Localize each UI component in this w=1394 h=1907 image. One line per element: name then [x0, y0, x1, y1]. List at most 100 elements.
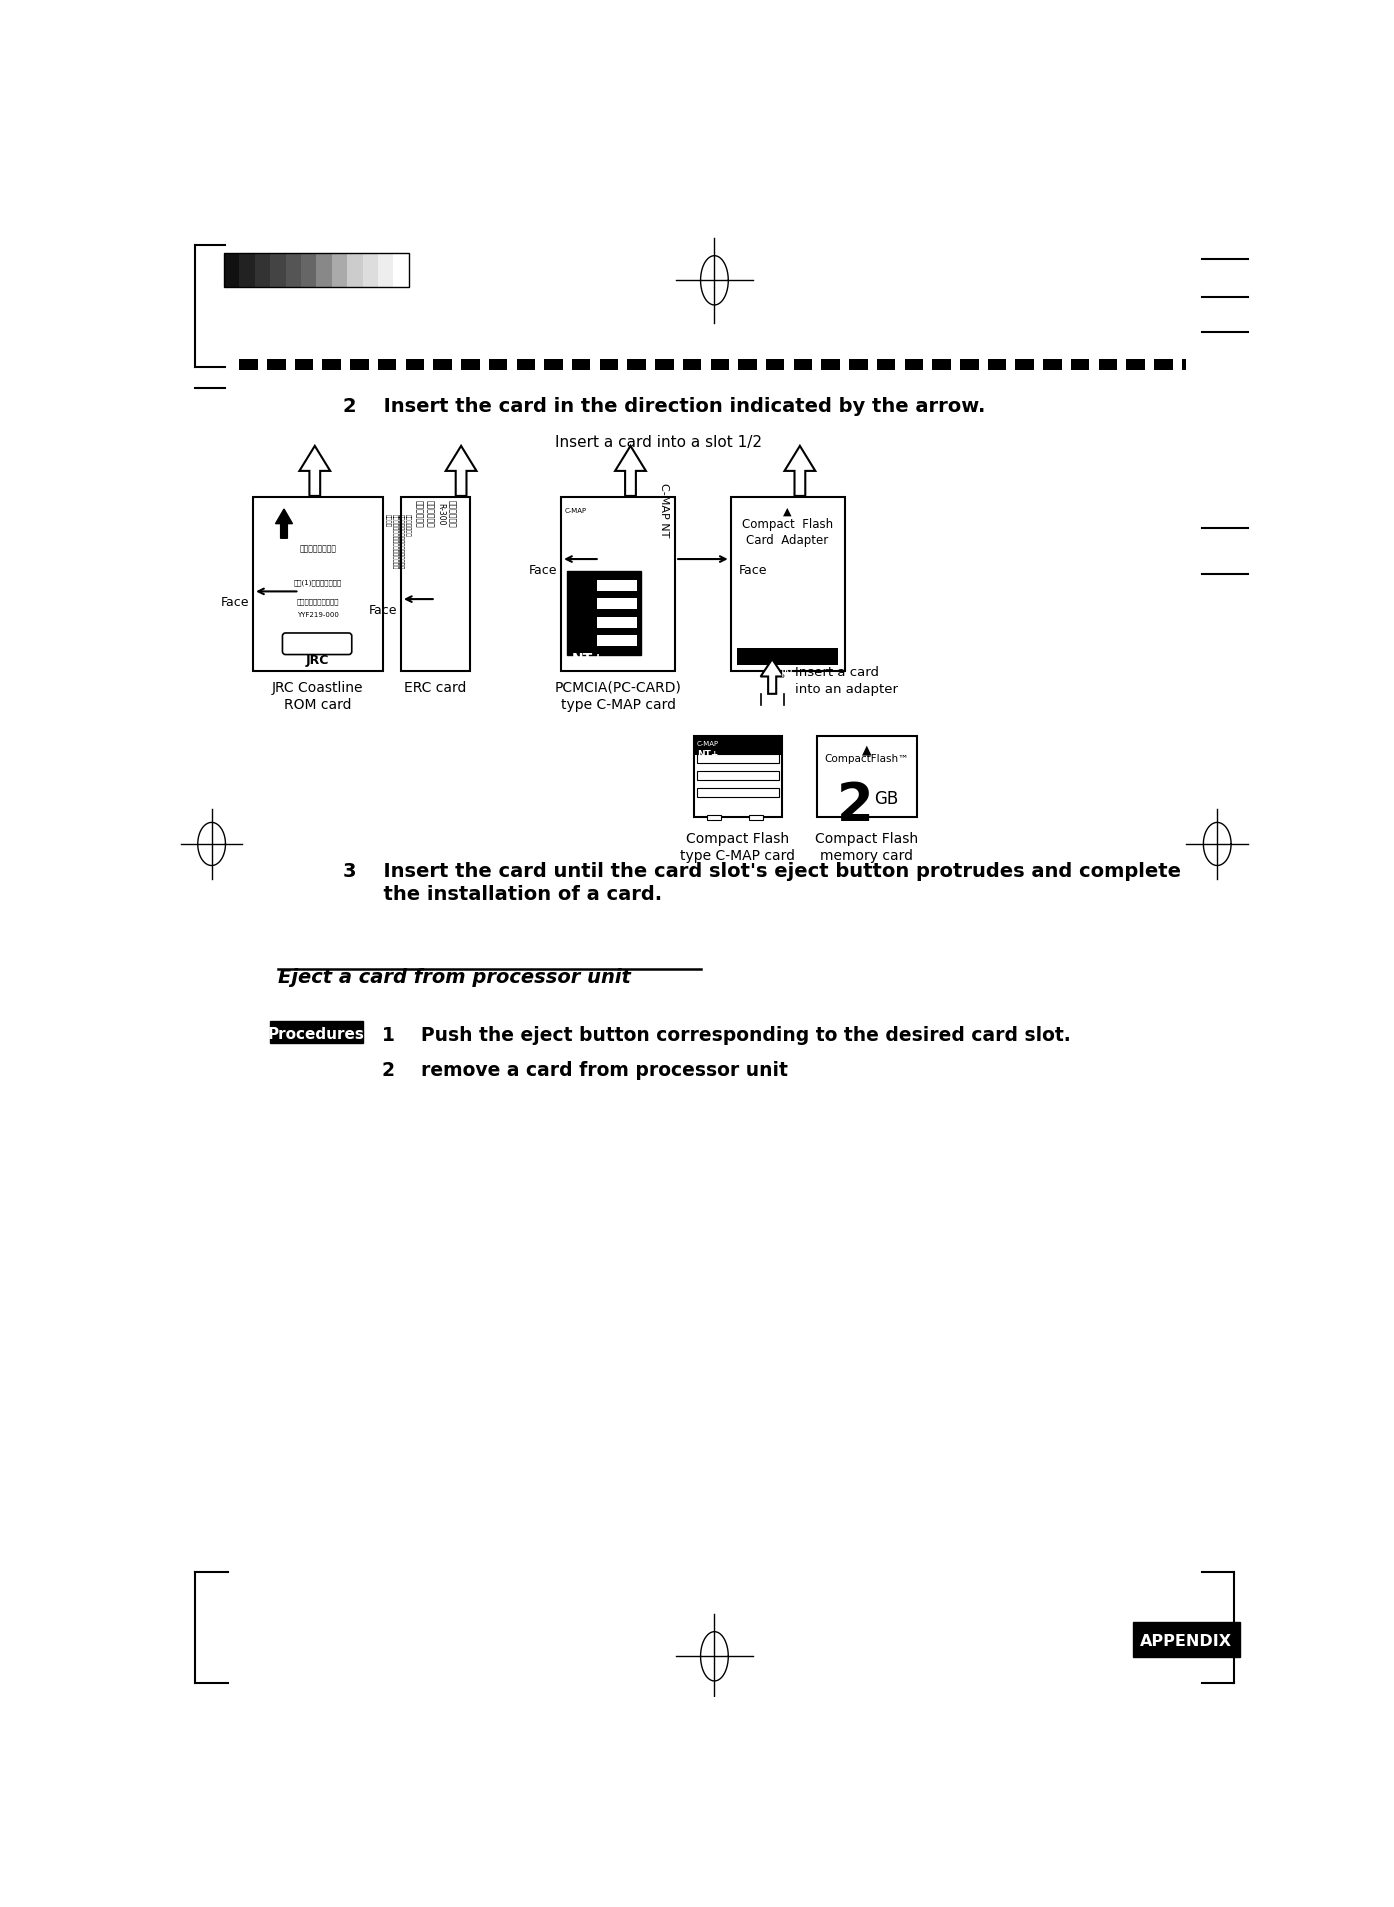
- Text: the installation of a card.: the installation of a card.: [343, 885, 662, 904]
- Bar: [544, 360, 563, 370]
- Text: ▲: ▲: [783, 505, 792, 517]
- Bar: [378, 360, 396, 370]
- Bar: [697, 788, 779, 797]
- Text: 2: 2: [836, 780, 874, 831]
- Bar: [1098, 360, 1117, 370]
- Text: NT+: NT+: [697, 749, 718, 759]
- Bar: [694, 736, 782, 755]
- Bar: [597, 618, 637, 627]
- Bar: [461, 360, 480, 370]
- Bar: [988, 360, 1006, 370]
- Bar: [599, 360, 618, 370]
- Bar: [708, 816, 721, 820]
- Bar: [268, 360, 286, 370]
- Bar: [711, 360, 729, 370]
- Text: Insert a card
into an adapter: Insert a card into an adapter: [795, 666, 898, 696]
- Text: C-MAP NT: C-MAP NT: [659, 482, 669, 538]
- Bar: [1071, 360, 1090, 370]
- Text: JRC Coastline
ROM card: JRC Coastline ROM card: [272, 681, 364, 711]
- Bar: [567, 572, 640, 656]
- Polygon shape: [276, 509, 293, 540]
- Bar: [697, 755, 779, 763]
- Bar: [322, 360, 342, 370]
- Bar: [401, 498, 470, 671]
- Text: Compact  Flash
Card  Adapter: Compact Flash Card Adapter: [742, 517, 834, 547]
- Text: Face: Face: [528, 564, 558, 576]
- Bar: [1182, 360, 1186, 370]
- Bar: [730, 498, 845, 671]
- Text: PCMCIA(PC-CARD)
type C-MAP card: PCMCIA(PC-CARD) type C-MAP card: [555, 681, 682, 711]
- Bar: [1154, 360, 1172, 370]
- Text: ▲: ▲: [861, 744, 871, 755]
- Bar: [378, 254, 393, 288]
- Bar: [697, 772, 779, 780]
- Polygon shape: [300, 446, 330, 496]
- Text: GB: GB: [874, 789, 898, 807]
- Text: IN: IN: [781, 666, 795, 679]
- Bar: [1043, 360, 1062, 370]
- Text: Compact Flash
memory card: Compact Flash memory card: [815, 831, 919, 862]
- Bar: [1015, 360, 1034, 370]
- Text: 1    Push the eject button corresponding to the desired card slot.: 1 Push the eject button corresponding to…: [382, 1026, 1071, 1045]
- Bar: [489, 360, 507, 370]
- Text: 精測電子海図
R-300
湾岸電子海図
および近海図: 精測電子海図 R-300 湾岸電子海図 および近海図: [414, 500, 456, 528]
- Text: 3    Insert the card until the card slot's eject button protrudes and complete: 3 Insert the card until the card slot's …: [343, 862, 1181, 881]
- Bar: [694, 736, 782, 818]
- Bar: [270, 254, 286, 288]
- Polygon shape: [785, 446, 815, 496]
- Polygon shape: [446, 446, 477, 496]
- Polygon shape: [615, 446, 645, 496]
- Text: CompactFlash™: CompactFlash™: [825, 753, 909, 763]
- Text: Eject a card from processor unit: Eject a card from processor unit: [277, 967, 630, 986]
- Text: Face: Face: [739, 564, 767, 576]
- Bar: [877, 360, 895, 370]
- Text: APPENDIX: APPENDIX: [1140, 1632, 1232, 1648]
- Bar: [406, 360, 424, 370]
- Bar: [749, 816, 763, 820]
- Bar: [350, 360, 368, 370]
- Text: C-MAP: C-MAP: [697, 740, 719, 748]
- Text: ＊使用後は北本
＊使用後は冷暗所・多湿をさけて保管
　してください。一括管理をしてくだ
　さい。: ＊使用後は北本 ＊使用後は冷暗所・多湿をさけて保管 してください。一括管理をして…: [385, 513, 410, 568]
- Bar: [572, 360, 591, 370]
- Bar: [817, 736, 917, 818]
- Bar: [960, 360, 979, 370]
- Bar: [562, 498, 675, 671]
- Bar: [821, 360, 841, 370]
- Bar: [362, 254, 378, 288]
- Text: Procedures: Procedures: [268, 1026, 365, 1041]
- Text: Face: Face: [368, 605, 397, 616]
- Bar: [240, 360, 258, 370]
- Text: C-MAP: C-MAP: [565, 507, 587, 513]
- Bar: [737, 648, 838, 666]
- Bar: [332, 254, 347, 288]
- Bar: [316, 254, 332, 288]
- Text: YYF219-000: YYF219-000: [297, 612, 339, 618]
- Bar: [767, 360, 785, 370]
- Polygon shape: [761, 660, 783, 694]
- Bar: [240, 254, 255, 288]
- Text: Insert a card into a slot 1/2: Insert a card into a slot 1/2: [555, 435, 763, 450]
- Bar: [224, 254, 408, 288]
- Bar: [597, 580, 637, 591]
- Bar: [270, 1022, 362, 1043]
- Text: JRC: JRC: [305, 654, 329, 666]
- Bar: [393, 254, 408, 288]
- Bar: [793, 360, 813, 370]
- Text: 業業(1)業業業業：保管: 業業(1)業業業業：保管: [294, 580, 342, 585]
- Bar: [683, 360, 701, 370]
- Bar: [294, 360, 314, 370]
- Bar: [627, 360, 645, 370]
- Bar: [347, 254, 362, 288]
- Bar: [434, 360, 452, 370]
- Bar: [739, 360, 757, 370]
- Bar: [517, 360, 535, 370]
- Bar: [597, 635, 637, 646]
- Text: NT+: NT+: [572, 652, 605, 666]
- Bar: [597, 599, 637, 610]
- Bar: [1132, 1621, 1241, 1657]
- Text: Face: Face: [220, 595, 250, 608]
- Bar: [1126, 360, 1144, 370]
- Bar: [933, 360, 951, 370]
- Text: Ｃ－ＭＡＰカード管理: Ｃ－ＭＡＰカード管理: [297, 599, 339, 605]
- Bar: [254, 498, 382, 671]
